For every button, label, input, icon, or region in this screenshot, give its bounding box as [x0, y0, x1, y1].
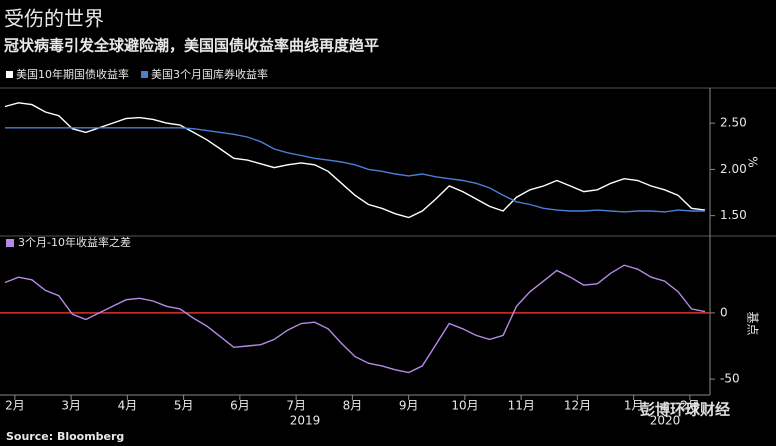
legend-swatch [6, 71, 13, 78]
x-tick-label: 12月 [564, 399, 591, 413]
legend-label: 美国10年期国债收益率 [16, 67, 129, 81]
legend-label: 美国3个月国库券收益率 [151, 67, 268, 81]
title: 受伤的世界 [4, 7, 104, 31]
watermark: 彭博环球财经 [640, 401, 730, 419]
x-tick-label: 1月 [624, 399, 644, 413]
x-tick-label: 11月 [508, 399, 535, 413]
x-tick-label: 3月 [61, 399, 81, 413]
y-axis-label: 基点 [746, 311, 760, 335]
x-tick-label: 7月 [286, 399, 306, 413]
year-label: 2020 [650, 414, 681, 428]
x-tick-label: 5月 [174, 399, 194, 413]
x-tick-label: 2月 [5, 399, 25, 413]
line-series [4, 264, 706, 374]
panel-title: 3个月-10年收益率之差 [18, 235, 131, 249]
x-tick-label: 10月 [451, 399, 478, 413]
x-tick-label: 9月 [399, 399, 419, 413]
year-label: 2019 [290, 414, 321, 428]
y-axis-label: % [746, 156, 760, 167]
y-tick-label: 2.00 [720, 162, 747, 176]
y-tick-label: 2.50 [720, 116, 747, 130]
line-series [5, 127, 705, 213]
x-tick-label: 2月 [680, 399, 700, 413]
source: Source: Bloomberg [6, 430, 124, 443]
legend-swatch [6, 239, 14, 247]
x-tick-label: 6月 [230, 399, 250, 413]
subtitle: 冠状病毒引发全球避险潮，美国国债收益率曲线再度趋平 [4, 37, 379, 55]
x-tick-label: 8月 [343, 399, 363, 413]
y-tick-label: 0 [720, 305, 728, 319]
x-tick-label: 4月 [118, 399, 138, 413]
y-tick-label: -50 [720, 372, 740, 386]
y-tick-label: 1.50 [720, 208, 747, 222]
line-series [4, 102, 706, 219]
legend-swatch [141, 71, 148, 78]
